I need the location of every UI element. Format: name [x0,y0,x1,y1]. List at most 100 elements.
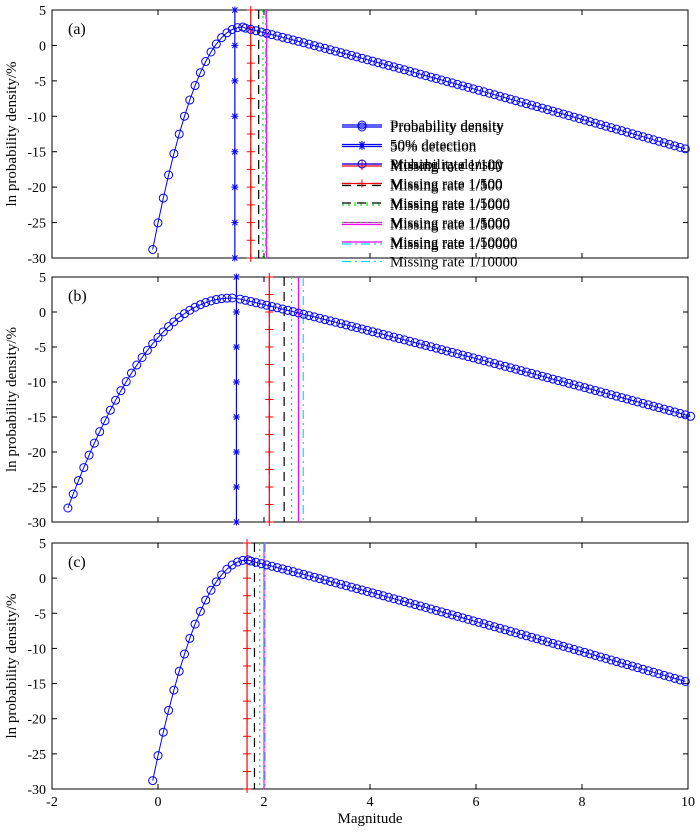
legend-entry: Missing rate 1/1000 [342,216,510,232]
density-point [278,32,288,42]
star-marker [231,219,239,227]
plus-marker [243,697,252,706]
legend-label: Missing rate 1/1000 [390,216,510,232]
y-tick-label: -20 [27,181,46,196]
density-point [357,324,367,334]
density-point [580,647,590,657]
density-point [357,585,367,595]
star-stroke [359,141,365,148]
panel-label: (b) [68,288,87,305]
density-point [148,339,158,349]
density-point [158,193,168,203]
y-tick-label: -5 [34,607,46,622]
density-point [543,105,553,115]
plus-marker [243,714,252,723]
star-stroke [233,344,240,350]
density-point [331,317,341,327]
density-point [437,75,447,85]
density-point [394,334,404,344]
density-point [206,296,216,306]
density-point [415,339,425,349]
plus-marker [243,609,252,618]
vline-50-detection [232,273,240,526]
star-stroke [231,148,238,155]
density-point [680,410,690,420]
density-point [564,111,574,121]
density-point [278,564,288,574]
y-tick-label: -15 [27,411,46,426]
legend-entry: Probability density [342,118,504,134]
x-tick-label: 6 [473,795,480,810]
density-point [148,776,158,786]
density-point [293,36,303,46]
density-point [426,342,436,352]
density-series [148,555,690,786]
density-point [325,316,335,326]
density-point [664,139,674,149]
density-point [222,293,232,303]
star-stroke [233,484,240,490]
density-point [516,97,526,107]
density-point [190,81,200,91]
y-tick-label: -30 [27,252,46,267]
legend-swatch-marker [358,141,366,148]
density-point [256,27,266,37]
star-marker [232,413,240,421]
density-point [235,294,245,304]
legend-swatch-marker [357,120,367,130]
density-point [336,579,346,589]
density-point [527,100,537,110]
density-point [190,619,200,629]
y-tick-label: -15 [27,678,46,693]
density-point [267,561,277,571]
density-point [195,68,205,78]
density-point [532,634,542,644]
legend-label: Missing rate 1/5000 [390,235,510,251]
density-point [251,26,261,36]
density-point [180,649,189,659]
density-point [195,300,205,310]
star-marker [232,378,240,386]
density-point [649,667,659,677]
density-point [164,170,174,180]
density-point [246,296,256,306]
density-point [415,69,425,79]
density-point [240,23,250,33]
density-point [484,357,494,367]
plus-marker [246,147,255,156]
density-point [346,582,356,592]
vline-missing-rate-1-100 [246,6,255,262]
legend: Probability density 50% detection Missing … [342,120,518,253]
legend-label: Missing rate 1/5000 [390,216,510,232]
density-point [293,568,303,578]
density-point [320,575,330,585]
density-point [500,93,510,103]
density-point [500,625,510,635]
legend-entry: Missing rate 1/500 [342,196,503,212]
y-tick-label: 5 [39,271,46,286]
density-point [574,381,584,391]
density-point [320,315,330,325]
density-point [373,58,383,68]
density-point [574,646,584,656]
density-point [442,608,452,618]
legend-swatch-marker [358,179,366,188]
density-point [320,43,330,53]
density-point [638,664,648,674]
plus-marker [246,130,255,138]
density-point [309,312,319,322]
density-point [389,62,399,72]
plus-marker [265,465,274,474]
density-point [185,95,195,105]
density-point [246,24,256,34]
density-point [405,66,415,76]
y-tick-label: -10 [27,376,46,391]
density-series [63,293,696,513]
density-point [206,47,216,57]
density-point [272,563,282,573]
plus-marker [265,325,274,334]
density-point [158,727,168,737]
y-tick-label: -5 [34,341,46,356]
density-point [105,405,115,415]
density-point [611,391,621,401]
